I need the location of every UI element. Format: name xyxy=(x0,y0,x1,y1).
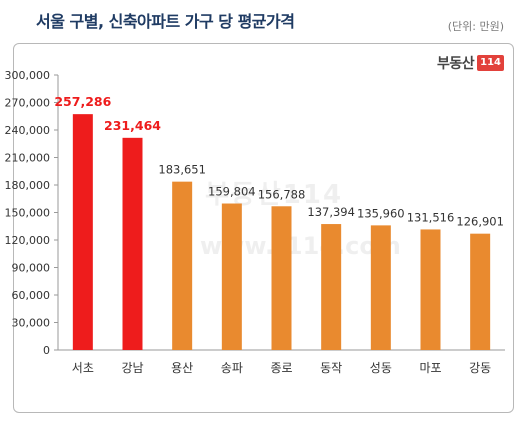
y-tick-label: 0 xyxy=(43,344,50,357)
y-tick-label: 240,000 xyxy=(5,124,51,137)
bar xyxy=(73,114,93,350)
bar-value-label: 159,804 xyxy=(208,185,256,199)
y-tick-label: 150,000 xyxy=(5,207,51,220)
x-tick-label: 서초 xyxy=(72,361,94,375)
bar xyxy=(371,225,391,350)
y-tick-label: 210,000 xyxy=(5,152,51,165)
y-tick-label: 270,000 xyxy=(5,97,51,110)
x-tick-label: 마포 xyxy=(419,361,441,375)
x-tick-label: 동작 xyxy=(320,361,342,375)
bar-value-label: 231,464 xyxy=(104,118,161,133)
x-tick-label: 종로 xyxy=(270,361,292,375)
bar-value-label: 156,788 xyxy=(258,187,306,201)
y-tick-label: 120,000 xyxy=(5,234,51,247)
bar-value-label: 183,651 xyxy=(158,163,206,177)
bar xyxy=(272,206,292,350)
y-tick-label: 90,000 xyxy=(12,262,51,275)
bar-value-label: 137,394 xyxy=(307,205,355,219)
bar xyxy=(421,229,441,350)
bar xyxy=(123,138,143,350)
bar-value-label: 257,286 xyxy=(54,94,111,109)
x-tick-label: 송파 xyxy=(221,361,243,375)
y-tick-label: 300,000 xyxy=(5,69,51,82)
bar xyxy=(222,204,242,350)
y-tick-label: 60,000 xyxy=(12,289,51,302)
x-tick-label: 강남 xyxy=(121,361,143,375)
x-tick-label: 용산 xyxy=(171,361,193,375)
bar-value-label: 131,516 xyxy=(407,210,455,224)
y-tick-label: 30,000 xyxy=(12,317,51,330)
bar-value-label: 135,960 xyxy=(357,206,405,220)
y-tick-label: 180,000 xyxy=(5,179,51,192)
bar xyxy=(172,182,192,350)
bar xyxy=(321,224,341,350)
bar xyxy=(470,234,490,350)
x-tick-label: 성동 xyxy=(370,361,392,375)
x-tick-label: 강동 xyxy=(469,361,491,375)
bar-value-label: 126,901 xyxy=(456,215,504,229)
